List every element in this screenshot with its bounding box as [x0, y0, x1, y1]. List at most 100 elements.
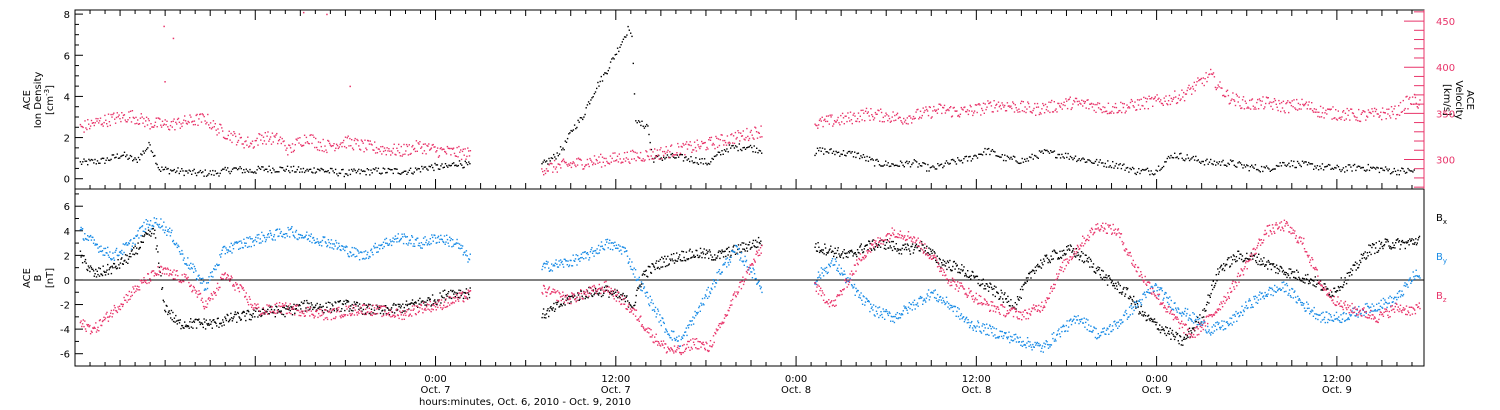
- b-x-point: [1097, 266, 1099, 268]
- b-x-point: [1327, 288, 1329, 290]
- velocity-point: [747, 139, 750, 142]
- b-x-point: [1233, 255, 1235, 257]
- b-x-point: [429, 298, 431, 300]
- velocity-point: [1333, 117, 1335, 120]
- b-x-point: [158, 262, 160, 264]
- b-x-point: [133, 247, 135, 249]
- velocity-point: [856, 118, 859, 120]
- velocity-point: [184, 115, 186, 117]
- density-point: [1218, 161, 1221, 163]
- density-point: [607, 69, 609, 72]
- b-x-point: [127, 258, 130, 260]
- density-point: [444, 163, 447, 165]
- velocity-point: [817, 127, 819, 129]
- velocity-point: [302, 144, 305, 147]
- density-point: [167, 167, 169, 170]
- b-x-point: [104, 274, 107, 276]
- b-x-point: [454, 296, 456, 298]
- b-y-point: [90, 239, 93, 241]
- b-x-point: [746, 250, 749, 252]
- b-y-point: [373, 245, 375, 247]
- b-x-point: [1197, 316, 1199, 319]
- velocity-point: [391, 152, 394, 154]
- b-x-point: [920, 241, 923, 243]
- b-y-point: [449, 239, 452, 242]
- b-x-point: [391, 311, 394, 313]
- b-y-point: [260, 242, 262, 244]
- velocity-point: [667, 149, 669, 152]
- velocity-point: [1002, 104, 1004, 106]
- velocity-point: [655, 156, 658, 158]
- velocity-point: [1082, 100, 1085, 102]
- velocity-point: [849, 111, 852, 113]
- b-x-point: [935, 261, 938, 263]
- b-x-point: [1128, 298, 1130, 300]
- density-point: [270, 172, 273, 174]
- velocity-point: [1032, 109, 1034, 112]
- b-x-point: [1101, 269, 1103, 272]
- velocity-point: [1098, 102, 1101, 105]
- b-x-point: [1399, 248, 1401, 250]
- b-x-point: [276, 306, 278, 308]
- density-point: [290, 166, 292, 168]
- velocity-point: [374, 152, 377, 154]
- b-y-point: [376, 251, 378, 253]
- b-y-point: [379, 248, 381, 250]
- density-point: [234, 167, 236, 169]
- velocity-point: [615, 160, 617, 162]
- density-point: [670, 153, 672, 156]
- b-y-point: [218, 264, 220, 266]
- b-y-point: [269, 230, 271, 232]
- velocity-point: [294, 144, 296, 146]
- b-x-point: [1141, 310, 1144, 313]
- density-point: [1243, 164, 1245, 166]
- b-x-point: [546, 309, 548, 312]
- b-x-point: [1324, 283, 1326, 285]
- velocity-point: [976, 111, 978, 114]
- b-x-point: [299, 304, 301, 307]
- velocity-point: [1280, 101, 1283, 104]
- velocity-point: [366, 149, 368, 151]
- b-x-point: [1168, 330, 1170, 332]
- b-y-point: [174, 243, 176, 246]
- density-point: [166, 168, 168, 170]
- density-point: [125, 155, 127, 158]
- b-x-point: [1155, 324, 1157, 326]
- b-x-point: [448, 297, 450, 299]
- density-point: [307, 170, 309, 172]
- density-point: [182, 170, 184, 172]
- velocity-point: [358, 145, 360, 147]
- velocity-point: [1030, 111, 1032, 113]
- b-y-point: [407, 244, 409, 246]
- density-point: [1398, 174, 1400, 176]
- velocity-point: [1307, 104, 1309, 106]
- density-point: [551, 157, 554, 160]
- density-point: [747, 146, 749, 148]
- b-x-point: [1016, 303, 1018, 306]
- density-point: [437, 168, 440, 170]
- velocity-point: [155, 117, 157, 119]
- velocity-point: [414, 150, 417, 153]
- velocity-point: [431, 144, 433, 146]
- b-y-point: [285, 233, 288, 235]
- b-y-point: [287, 226, 289, 229]
- b-x-point: [1214, 282, 1217, 285]
- density-point: [632, 62, 634, 65]
- velocity-point: [934, 109, 936, 111]
- velocity-point: [1027, 101, 1029, 103]
- velocity-point: [1191, 85, 1194, 88]
- velocity-point: [760, 125, 762, 127]
- b-x-point: [1178, 342, 1180, 345]
- velocity-point: [1189, 88, 1191, 90]
- density-point: [1334, 166, 1336, 169]
- b-x-point: [1072, 250, 1074, 252]
- velocity-point: [434, 146, 436, 148]
- density-point: [1012, 155, 1015, 157]
- b-y-point: [135, 235, 137, 237]
- b-y-point: [273, 236, 275, 238]
- density-point: [580, 117, 583, 119]
- b-x-point: [668, 263, 670, 265]
- density-point: [1236, 166, 1238, 168]
- velocity-point: [680, 145, 682, 148]
- density-point: [984, 147, 986, 150]
